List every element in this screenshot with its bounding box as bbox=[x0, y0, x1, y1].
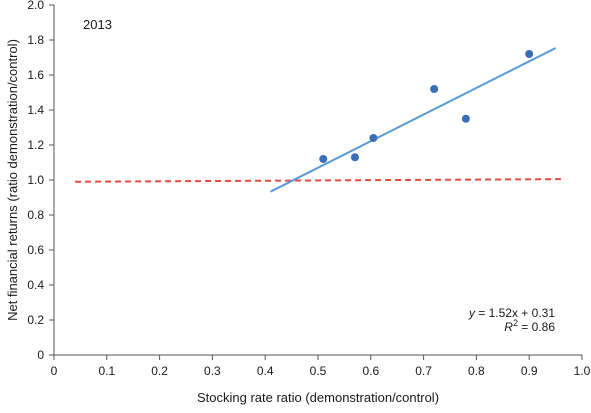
y-tick-label: 0 bbox=[37, 348, 44, 362]
x-tick-label: 0.3 bbox=[204, 364, 221, 378]
data-point bbox=[461, 114, 470, 123]
data-point bbox=[430, 85, 439, 93]
x-tick-label: 0.2 bbox=[151, 364, 168, 378]
data-point bbox=[525, 50, 534, 58]
y-tick-label: 1.2 bbox=[27, 138, 44, 152]
reference-line bbox=[75, 178, 561, 183]
x-tick-label: 0.9 bbox=[521, 364, 538, 378]
r-squared-label: R2 = 0.86 bbox=[504, 318, 555, 334]
x-axis-title: Stocking rate ratio (demonstration/contr… bbox=[197, 390, 439, 405]
x-tick-label: 0 bbox=[51, 364, 58, 378]
regression-line bbox=[270, 47, 557, 193]
points-layer bbox=[319, 50, 534, 163]
reference-layer bbox=[75, 178, 561, 183]
y-tick-label: 0.6 bbox=[27, 243, 44, 257]
y-tick-label: 1.6 bbox=[27, 68, 44, 82]
y-tick-label: 0.4 bbox=[27, 278, 44, 292]
data-point bbox=[319, 155, 328, 163]
labels-layer: 2013 Stocking rate ratio (demonstration/… bbox=[5, 17, 555, 405]
x-tick-label: 0.4 bbox=[257, 364, 274, 378]
y-tick-label: 0.8 bbox=[27, 208, 44, 222]
data-point bbox=[369, 134, 378, 142]
x-tick-label: 0.7 bbox=[415, 364, 432, 378]
y-axis-title: Net financial returns (ratio demonstrati… bbox=[5, 39, 20, 321]
x-tick-label: 1.0 bbox=[574, 364, 591, 378]
axes: 0 0.1 0.2 0.3 0.4 0.5 0.6 0.7 0.8 0.9 1.0 0 0.2 0.4 0.… bbox=[27, 0, 590, 378]
data-point bbox=[350, 153, 359, 162]
y-tick-label: 1.4 bbox=[27, 103, 44, 117]
y-tick-label: 1.8 bbox=[27, 33, 44, 47]
x-tick-label: 0.1 bbox=[98, 364, 115, 378]
x-tick-label: 0.6 bbox=[362, 364, 379, 378]
regression-layer bbox=[270, 47, 557, 193]
y-tick-label: 1.0 bbox=[27, 173, 44, 187]
x-tick-label: 0.5 bbox=[310, 364, 327, 378]
panel-label: 2013 bbox=[83, 17, 112, 32]
y-tick-label: 0.2 bbox=[27, 313, 44, 327]
regression-equation: y = 1.52x + 0.31 bbox=[468, 306, 555, 320]
y-tick-label: 2.0 bbox=[27, 0, 44, 12]
x-tick-label: 0.8 bbox=[468, 364, 485, 378]
